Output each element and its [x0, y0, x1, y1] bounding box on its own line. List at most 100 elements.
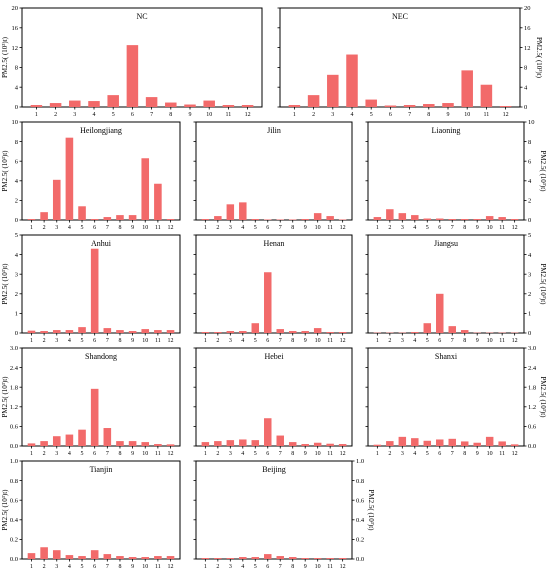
panel-frame — [21, 347, 181, 447]
bar-9 — [442, 103, 454, 107]
x-tick-label: 10 — [487, 225, 493, 231]
bar-4 — [88, 101, 100, 107]
bar-8 — [460, 441, 469, 446]
bar-12 — [241, 105, 254, 107]
x-tick-label: 4 — [241, 338, 244, 344]
x-tick-label: 7 — [279, 564, 282, 570]
panel-title: Jiangsu — [434, 239, 458, 248]
bar-11 — [154, 444, 162, 446]
x-tick-label: 11 — [155, 338, 161, 344]
x-tick-label: 3 — [55, 338, 58, 344]
x-tick-label: 2 — [43, 564, 46, 570]
x-tick-label: 3 — [229, 225, 232, 231]
bar-6 — [436, 439, 444, 446]
x-tick-label: 9 — [447, 112, 450, 118]
x-tick-label: 11 — [155, 225, 161, 231]
bar-12 — [510, 444, 519, 446]
bar-2 — [307, 95, 320, 107]
x-tick-label: 7 — [106, 564, 109, 570]
x-tick-label: 3 — [331, 112, 334, 118]
bar-12 — [338, 558, 347, 559]
bar-10 — [485, 216, 494, 220]
x-tick-label: 11 — [327, 564, 333, 570]
bar-2 — [49, 103, 62, 107]
x-tick-label: 2 — [312, 112, 315, 118]
bar-6 — [436, 293, 444, 333]
x-tick-label: 11 — [155, 564, 161, 570]
bar-4 — [65, 434, 74, 446]
y-tick-label: 6 — [15, 158, 19, 165]
bar-3 — [226, 331, 235, 333]
y-tick-label: 4 — [528, 178, 532, 185]
bar-7 — [103, 554, 112, 559]
y-tick-label: 0.2 — [10, 537, 18, 544]
bar-2 — [386, 209, 394, 220]
bar-11 — [326, 216, 334, 220]
y-tick-label: 1.0 — [356, 458, 364, 465]
bar-2 — [40, 331, 48, 333]
bar-5 — [107, 95, 119, 107]
x-tick-label: 3 — [401, 451, 404, 457]
bar-10 — [203, 100, 215, 107]
panel-title: Shanxi — [435, 352, 458, 361]
x-tick-label: 10 — [142, 451, 148, 457]
y-tick-label: 6 — [528, 158, 532, 165]
bar-8 — [288, 557, 297, 559]
y-tick-label: 1.2 — [10, 404, 18, 411]
panel-frame — [21, 460, 181, 560]
bar-11 — [326, 443, 334, 446]
bar-1 — [201, 442, 210, 446]
y-tick-label: 3 — [528, 271, 531, 278]
bar-12 — [338, 332, 347, 333]
x-tick-label: 10 — [142, 338, 148, 344]
bar-1 — [288, 105, 301, 107]
x-tick-label: 5 — [254, 338, 257, 344]
bar-1 — [30, 105, 43, 107]
x-tick-label: 5 — [81, 564, 84, 570]
x-tick-label: 5 — [370, 112, 373, 118]
panel-title: Beijing — [262, 465, 286, 474]
panel-title: Shandong — [85, 352, 117, 361]
bar-5 — [365, 99, 377, 107]
x-tick-label: 4 — [413, 225, 416, 231]
bar-6 — [90, 550, 99, 559]
bar-8 — [423, 104, 435, 107]
bar-7 — [403, 105, 416, 107]
panel-frame — [21, 121, 181, 221]
x-tick-label: 5 — [254, 451, 257, 457]
bar-3 — [226, 440, 235, 446]
bar-4 — [346, 54, 358, 107]
bar-11 — [154, 556, 162, 559]
x-tick-label: 4 — [68, 225, 71, 231]
bar-12 — [166, 556, 175, 559]
x-tick-label: 10 — [464, 112, 470, 118]
bar-12 — [166, 330, 175, 333]
y-tick-label: 0.0 — [528, 443, 536, 450]
x-tick-label: 1 — [204, 564, 207, 570]
y-tick-label: 16 — [12, 25, 19, 32]
panel-title: Hebei — [264, 352, 284, 361]
x-tick-label: 8 — [118, 451, 121, 457]
y-axis-label: PM2.5( (10³)t) — [539, 377, 547, 419]
y-tick-label: 0 — [15, 217, 18, 224]
x-tick-label: 6 — [266, 225, 269, 231]
bar-11 — [498, 217, 506, 220]
y-tick-label: 0.0 — [356, 556, 364, 563]
x-tick-label: 1 — [30, 225, 33, 231]
panel-frame — [195, 234, 353, 334]
x-tick-label: 12 — [340, 225, 346, 231]
x-tick-label: 6 — [266, 564, 269, 570]
x-tick-label: 7 — [150, 112, 153, 118]
y-tick-label: 0 — [528, 217, 531, 224]
y-tick-label: 0.6 — [356, 497, 365, 504]
bar-4 — [239, 557, 247, 559]
y-tick-label: 2 — [15, 198, 18, 205]
x-tick-label: 10 — [315, 564, 321, 570]
x-tick-label: 7 — [279, 451, 282, 457]
y-tick-label: 2 — [528, 198, 531, 205]
x-tick-label: 2 — [54, 112, 57, 118]
bar-5 — [423, 440, 432, 446]
y-tick-label: 8 — [15, 65, 18, 72]
y-tick-label: 10 — [12, 119, 19, 126]
y-tick-label: 2.4 — [10, 365, 19, 372]
